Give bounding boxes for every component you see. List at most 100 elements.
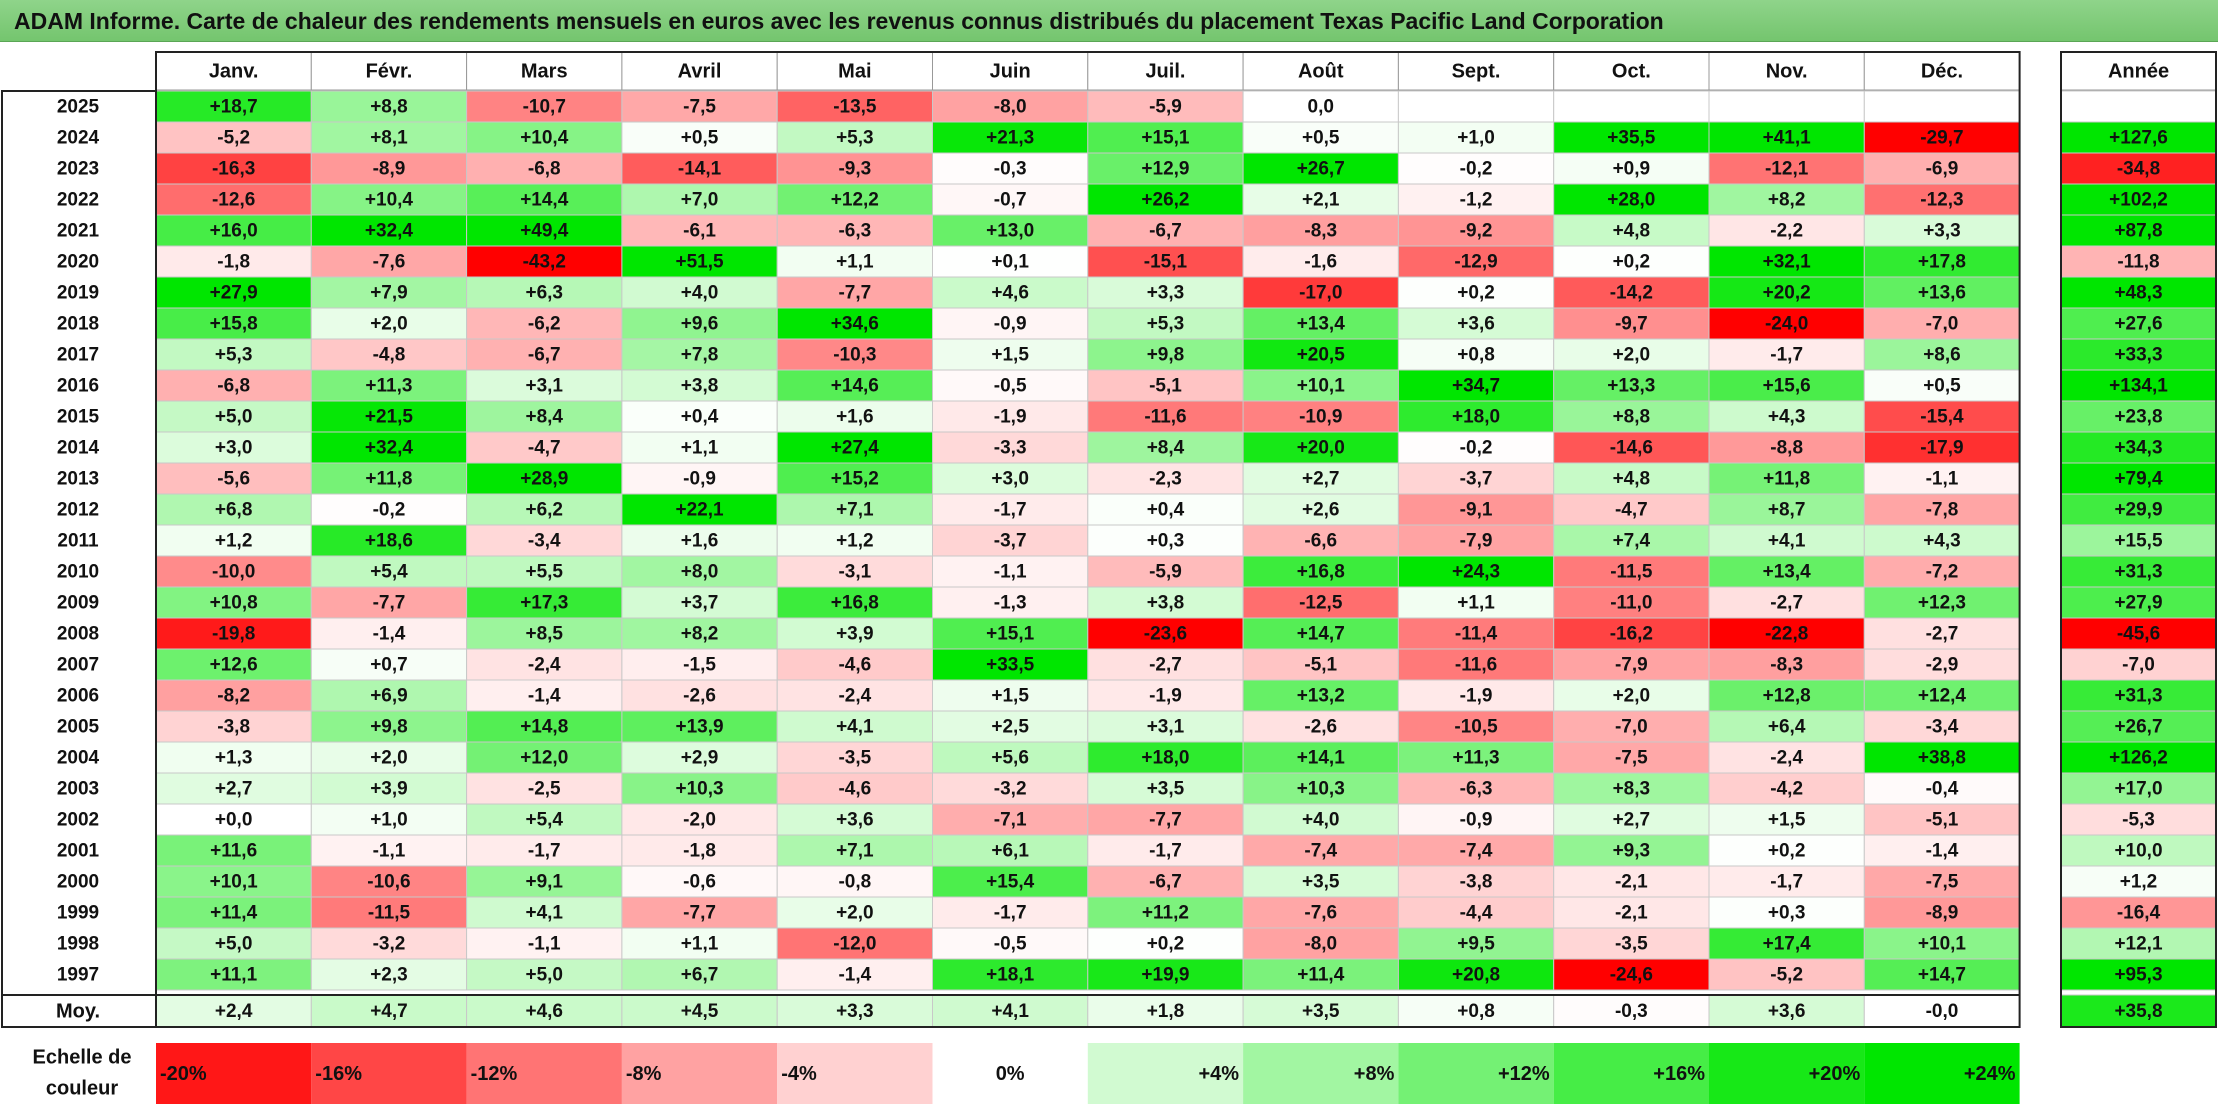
cell-value: +10,1 — [210, 872, 259, 893]
annual-value: +48,3 — [2114, 283, 2162, 304]
cell-value: -6,7 — [1149, 221, 1182, 242]
cell-value: +14,7 — [1297, 624, 1345, 645]
cell-value: +0,5 — [681, 128, 719, 149]
cell-value: -2,6 — [1304, 717, 1337, 738]
cell-value: +38,8 — [1918, 748, 1966, 769]
heatmap-cell — [1397, 400, 1555, 433]
scale-swatch — [1864, 1043, 2020, 1104]
heatmap-cell — [932, 834, 1089, 867]
heatmap-cell — [932, 338, 1089, 371]
heatmap-cell — [1708, 648, 1865, 681]
cell-value: -8,9 — [1926, 903, 1959, 924]
cell-value: +0,4 — [1147, 500, 1185, 521]
heatmap-cell — [466, 307, 623, 340]
heatmap-cell — [1242, 958, 1399, 991]
scale-swatch — [156, 1043, 312, 1104]
cell-value: -24,0 — [1765, 314, 1808, 335]
cell-value: +12,6 — [210, 655, 258, 676]
heatmap-cell — [932, 245, 1089, 278]
heatmap-cell — [776, 183, 934, 216]
heatmap-cell — [1553, 586, 1710, 619]
cell-value: -7,5 — [683, 97, 716, 118]
cell-value: -6,8 — [528, 159, 561, 180]
heatmap-cell — [932, 648, 1089, 681]
heatmap-cell — [776, 834, 934, 867]
cell-value: -7,4 — [1304, 841, 1337, 862]
cell-value: +16,8 — [1297, 562, 1345, 583]
cell-value: +12,9 — [1141, 159, 1189, 180]
heatmap-cell — [932, 586, 1089, 619]
heatmap-cell — [1087, 586, 1244, 619]
heatmap-cell — [932, 400, 1089, 433]
heatmap-cell — [1087, 307, 1244, 340]
heatmap-cell — [466, 90, 623, 123]
cell-value: +14,4 — [520, 190, 569, 211]
row-year-label: 2000 — [57, 872, 99, 893]
heatmap-cell — [776, 648, 934, 681]
heatmap-cell — [1087, 524, 1244, 557]
scale-label: +24% — [1964, 1063, 2016, 1085]
cell-value: +4,1 — [1768, 531, 1806, 552]
row-year-label: 2014 — [57, 438, 100, 459]
cell-value: -7,8 — [1926, 500, 1959, 521]
scale-label-line2: couleur — [46, 1077, 118, 1099]
cell-value: -11,5 — [368, 903, 411, 924]
heatmap-cell — [1087, 927, 1244, 960]
cell-value: +1,0 — [370, 810, 408, 831]
cell-value: -5,2 — [217, 128, 250, 149]
annual-value: -5,3 — [2122, 810, 2155, 831]
cell-value: -2,6 — [683, 686, 716, 707]
heatmap-cell — [1397, 958, 1555, 991]
cell-value: -2,1 — [1615, 872, 1648, 893]
cell-value: +5,3 — [215, 345, 253, 366]
cell-value: +9,8 — [370, 717, 408, 738]
heatmap-cell — [621, 462, 778, 495]
average-value: -0,3 — [1615, 1001, 1648, 1022]
heatmap-cell — [1397, 338, 1555, 371]
annual-value: -34,8 — [2117, 159, 2160, 180]
heatmap-cell — [1087, 865, 1244, 898]
cell-value: -9,2 — [1460, 221, 1493, 242]
month-header-cell — [1708, 51, 1865, 91]
heatmap-cell — [776, 865, 934, 898]
heatmap-cell — [310, 400, 468, 433]
annual-cell — [2060, 90, 2217, 123]
cell-value: -12,1 — [1765, 159, 1809, 180]
cell-value: +15,8 — [210, 314, 258, 335]
heatmap-cell — [1087, 493, 1244, 526]
heatmap-cell — [155, 493, 312, 526]
cell-value: +1,2 — [836, 531, 874, 552]
cell-value: -1,4 — [838, 965, 871, 986]
scale-label: -4% — [781, 1063, 817, 1085]
heatmap-cell — [466, 555, 623, 588]
cell-value: -14,1 — [678, 159, 722, 180]
cell-value: +51,5 — [676, 252, 725, 273]
heatmap-cell — [1863, 431, 2021, 464]
cell-value: +9,1 — [525, 872, 563, 893]
cell-value: +18,0 — [1452, 407, 1500, 428]
average-cell — [1863, 994, 2021, 1028]
cell-value: -4,6 — [838, 655, 871, 676]
cell-value: +21,5 — [365, 407, 414, 428]
cell-value: +1,1 — [681, 438, 719, 459]
heatmap-cell — [1397, 276, 1555, 309]
annual-cell — [2060, 648, 2217, 681]
heatmap-cell — [466, 152, 623, 185]
heatmap-cell — [1397, 741, 1555, 774]
cell-value: -17,9 — [1920, 438, 1963, 459]
cell-value: -14,6 — [1610, 438, 1653, 459]
heatmap-cell — [1863, 493, 2021, 526]
cell-value: -0,2 — [1460, 438, 1493, 459]
scale-swatch — [932, 1043, 1088, 1104]
heatmap-cell — [1397, 679, 1555, 712]
cell-value: +7,4 — [1613, 531, 1651, 552]
heatmap-cell — [621, 121, 778, 154]
cell-value: +5,3 — [836, 128, 874, 149]
cell-value: +0,5 — [1923, 376, 1961, 397]
cell-value: +5,6 — [991, 748, 1029, 769]
month-header: Août — [1298, 60, 1344, 82]
annual-value: +102,2 — [2109, 190, 2168, 211]
cell-value: +12,2 — [831, 190, 879, 211]
cell-value: +4,6 — [991, 283, 1029, 304]
cell-value: -7,7 — [838, 283, 871, 304]
